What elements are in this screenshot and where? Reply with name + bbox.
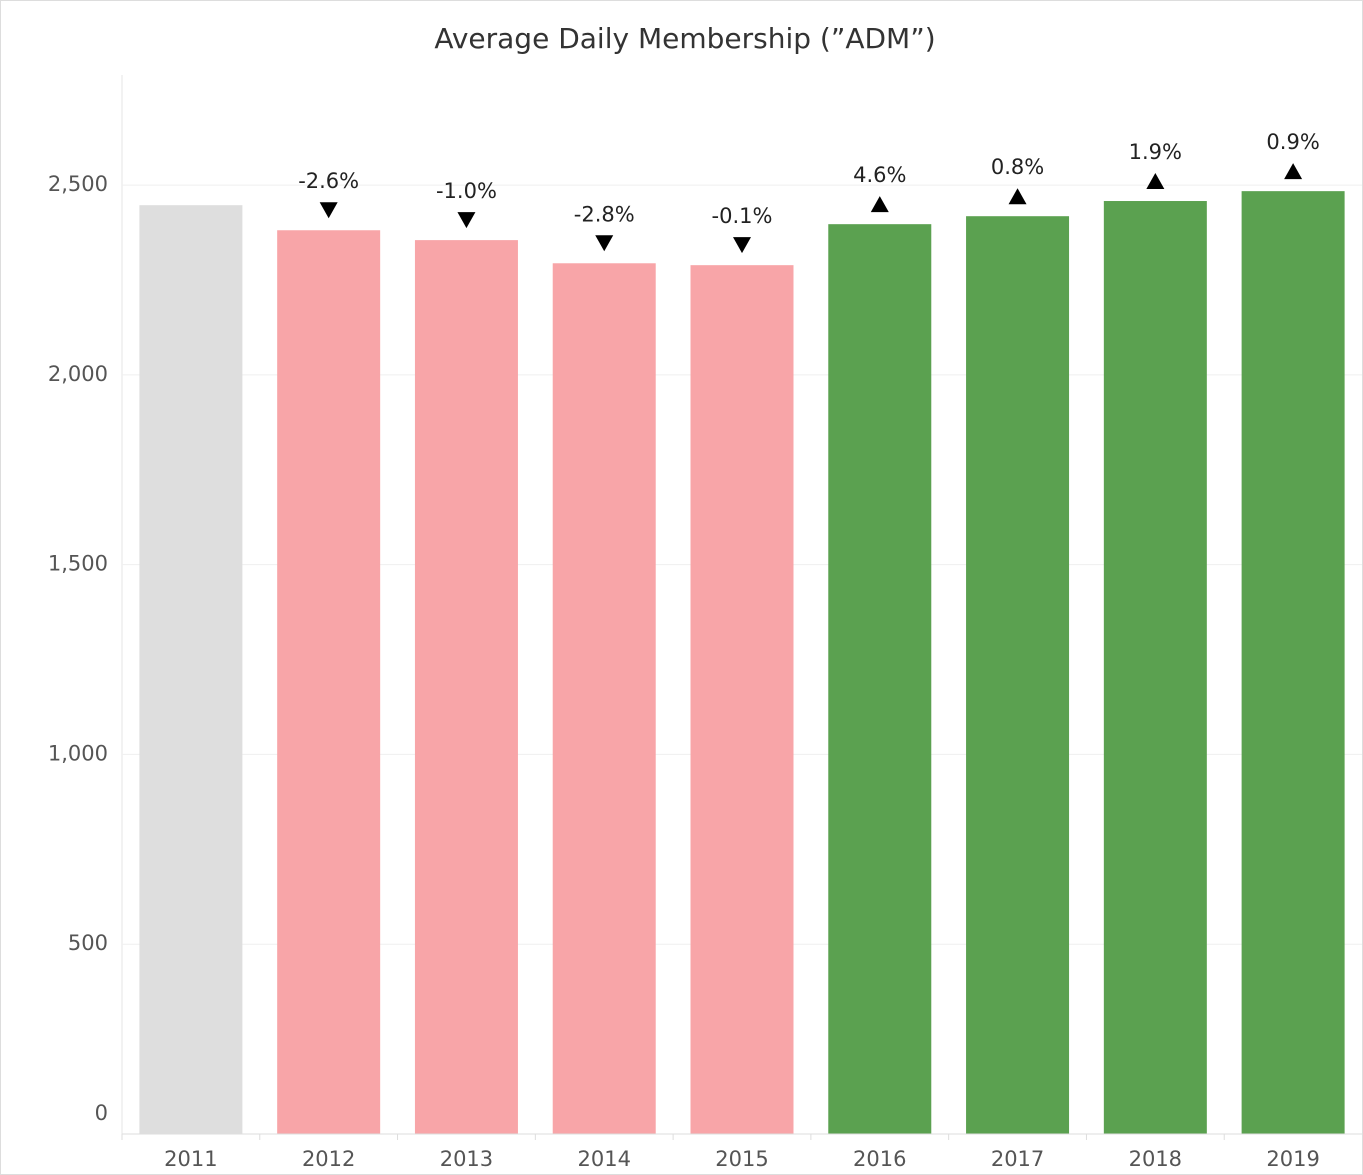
x-tick-label: 2018 bbox=[1129, 1147, 1182, 1171]
x-tick-label: 2017 bbox=[991, 1147, 1044, 1171]
change-label: 0.9% bbox=[1266, 130, 1319, 154]
x-tick-label: 2015 bbox=[715, 1147, 768, 1171]
y-tick-label: 500 bbox=[68, 931, 108, 955]
y-tick-label: 2,000 bbox=[48, 362, 108, 386]
change-arrow bbox=[733, 237, 751, 254]
y-tick-label: 0 bbox=[95, 1101, 108, 1125]
change-arrow bbox=[595, 235, 614, 252]
x-tick-label: 2013 bbox=[440, 1147, 493, 1171]
change-label: 1.9% bbox=[1129, 140, 1182, 164]
x-tick-label: 2012 bbox=[302, 1147, 355, 1171]
change-arrow bbox=[319, 202, 338, 219]
x-tick-label: 2011 bbox=[164, 1147, 217, 1171]
change-arrow bbox=[1008, 188, 1027, 205]
bar bbox=[690, 265, 794, 1134]
y-tick-label: 2,500 bbox=[48, 172, 108, 196]
bar bbox=[828, 224, 932, 1135]
x-tick-label: 2019 bbox=[1266, 1147, 1319, 1171]
bar bbox=[414, 240, 518, 1134]
bar bbox=[966, 216, 1070, 1134]
y-tick-label: 1,000 bbox=[48, 741, 108, 765]
change-label: 4.6% bbox=[853, 163, 906, 187]
change-label: -1.0% bbox=[436, 179, 497, 203]
change-arrow bbox=[870, 196, 889, 213]
change-label: -0.1% bbox=[712, 204, 773, 228]
y-tick-label: 1,500 bbox=[48, 552, 108, 576]
bar bbox=[1103, 201, 1207, 1134]
bar bbox=[139, 205, 243, 1134]
change-label: 0.8% bbox=[991, 155, 1044, 179]
bar bbox=[552, 263, 656, 1134]
x-tick-label: 2016 bbox=[853, 1147, 906, 1171]
change-label: -2.6% bbox=[298, 169, 359, 193]
change-arrow bbox=[1146, 173, 1165, 190]
change-label: -2.8% bbox=[574, 202, 635, 226]
x-tick-label: 2014 bbox=[577, 1147, 630, 1171]
bar bbox=[277, 230, 381, 1134]
bar bbox=[1241, 191, 1345, 1135]
change-arrow bbox=[457, 212, 476, 229]
change-arrow bbox=[1284, 163, 1303, 180]
chart-title: Average Daily Membership (”ADM”) bbox=[434, 22, 935, 55]
